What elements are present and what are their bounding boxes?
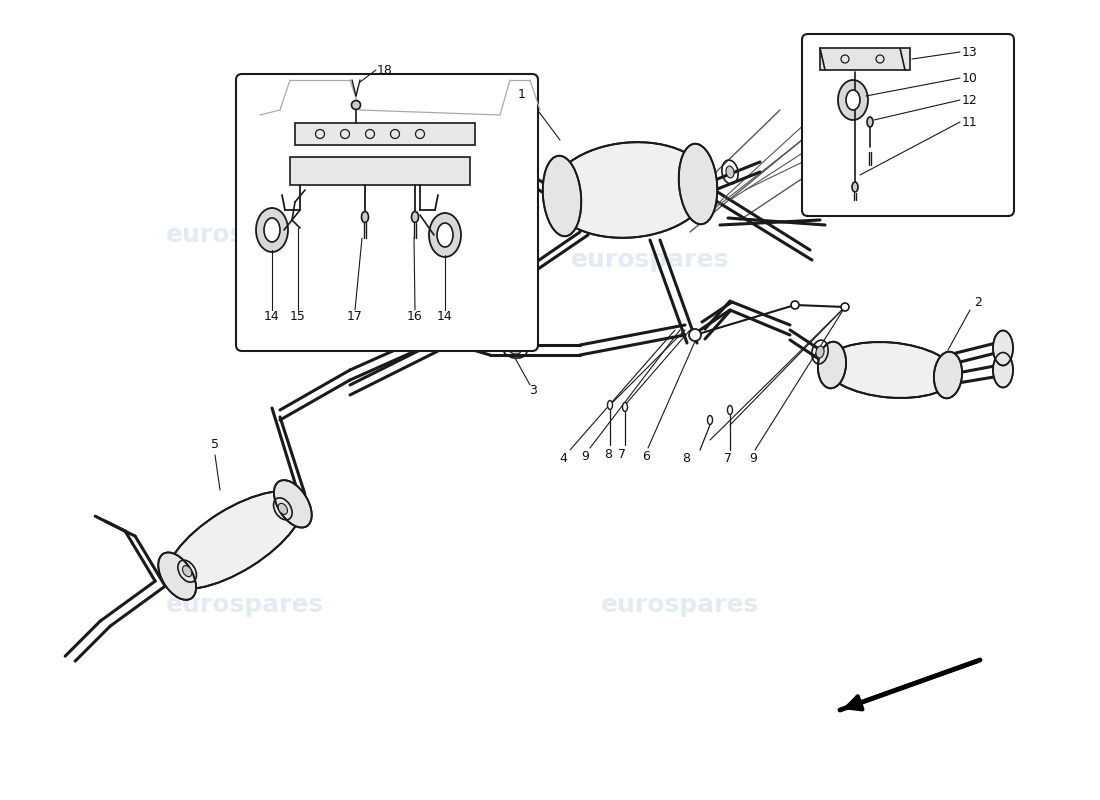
- Text: 9: 9: [749, 451, 757, 465]
- Text: 14: 14: [437, 310, 453, 323]
- Ellipse shape: [256, 208, 288, 252]
- Text: 7: 7: [618, 447, 626, 461]
- Ellipse shape: [818, 342, 846, 388]
- Ellipse shape: [867, 117, 873, 127]
- Ellipse shape: [838, 80, 868, 120]
- Ellipse shape: [791, 301, 799, 309]
- Ellipse shape: [607, 401, 613, 410]
- Ellipse shape: [842, 303, 849, 311]
- Text: 2: 2: [975, 295, 982, 309]
- Ellipse shape: [846, 90, 860, 110]
- Text: 12: 12: [962, 94, 978, 106]
- Ellipse shape: [550, 142, 710, 238]
- Text: 13: 13: [962, 46, 978, 58]
- Ellipse shape: [429, 213, 461, 257]
- Bar: [295, 123, 475, 145]
- Ellipse shape: [509, 346, 521, 354]
- Ellipse shape: [707, 415, 713, 425]
- Ellipse shape: [183, 566, 191, 577]
- Ellipse shape: [623, 402, 627, 411]
- FancyBboxPatch shape: [236, 74, 538, 351]
- Ellipse shape: [437, 223, 453, 247]
- Text: eurospares: eurospares: [166, 223, 324, 247]
- Ellipse shape: [352, 101, 361, 110]
- Text: 9: 9: [581, 450, 589, 462]
- Polygon shape: [840, 698, 855, 710]
- Text: 16: 16: [407, 310, 422, 323]
- Text: eurospares: eurospares: [166, 593, 324, 617]
- Ellipse shape: [727, 406, 733, 414]
- Bar: [820, 48, 910, 70]
- Text: 5: 5: [211, 438, 219, 451]
- Text: 8: 8: [682, 451, 690, 465]
- Ellipse shape: [726, 166, 734, 178]
- Text: 11: 11: [962, 115, 978, 129]
- Ellipse shape: [362, 211, 369, 222]
- Text: 4: 4: [559, 451, 566, 465]
- FancyBboxPatch shape: [802, 34, 1014, 216]
- Text: eurospares: eurospares: [571, 248, 729, 272]
- Ellipse shape: [679, 144, 717, 224]
- Ellipse shape: [274, 480, 311, 527]
- Ellipse shape: [167, 491, 302, 589]
- Ellipse shape: [816, 346, 824, 358]
- Ellipse shape: [825, 342, 955, 398]
- Text: 3: 3: [529, 385, 537, 398]
- Ellipse shape: [852, 182, 858, 192]
- Text: eurospares: eurospares: [601, 593, 759, 617]
- Text: 7: 7: [724, 451, 732, 465]
- Ellipse shape: [264, 218, 280, 242]
- Text: 6: 6: [642, 450, 650, 462]
- Ellipse shape: [542, 156, 581, 236]
- Ellipse shape: [278, 503, 287, 514]
- Ellipse shape: [934, 352, 962, 398]
- Ellipse shape: [993, 353, 1013, 387]
- Bar: [290, 157, 470, 185]
- Text: 10: 10: [962, 71, 978, 85]
- Ellipse shape: [411, 211, 418, 222]
- Ellipse shape: [158, 553, 196, 600]
- Text: 18: 18: [377, 63, 393, 77]
- Text: 1: 1: [518, 87, 526, 101]
- Text: 14: 14: [264, 310, 279, 323]
- Text: 17: 17: [348, 310, 363, 323]
- Text: 8: 8: [604, 447, 612, 461]
- Ellipse shape: [993, 330, 1013, 366]
- Ellipse shape: [689, 329, 701, 341]
- Text: 15: 15: [290, 310, 306, 323]
